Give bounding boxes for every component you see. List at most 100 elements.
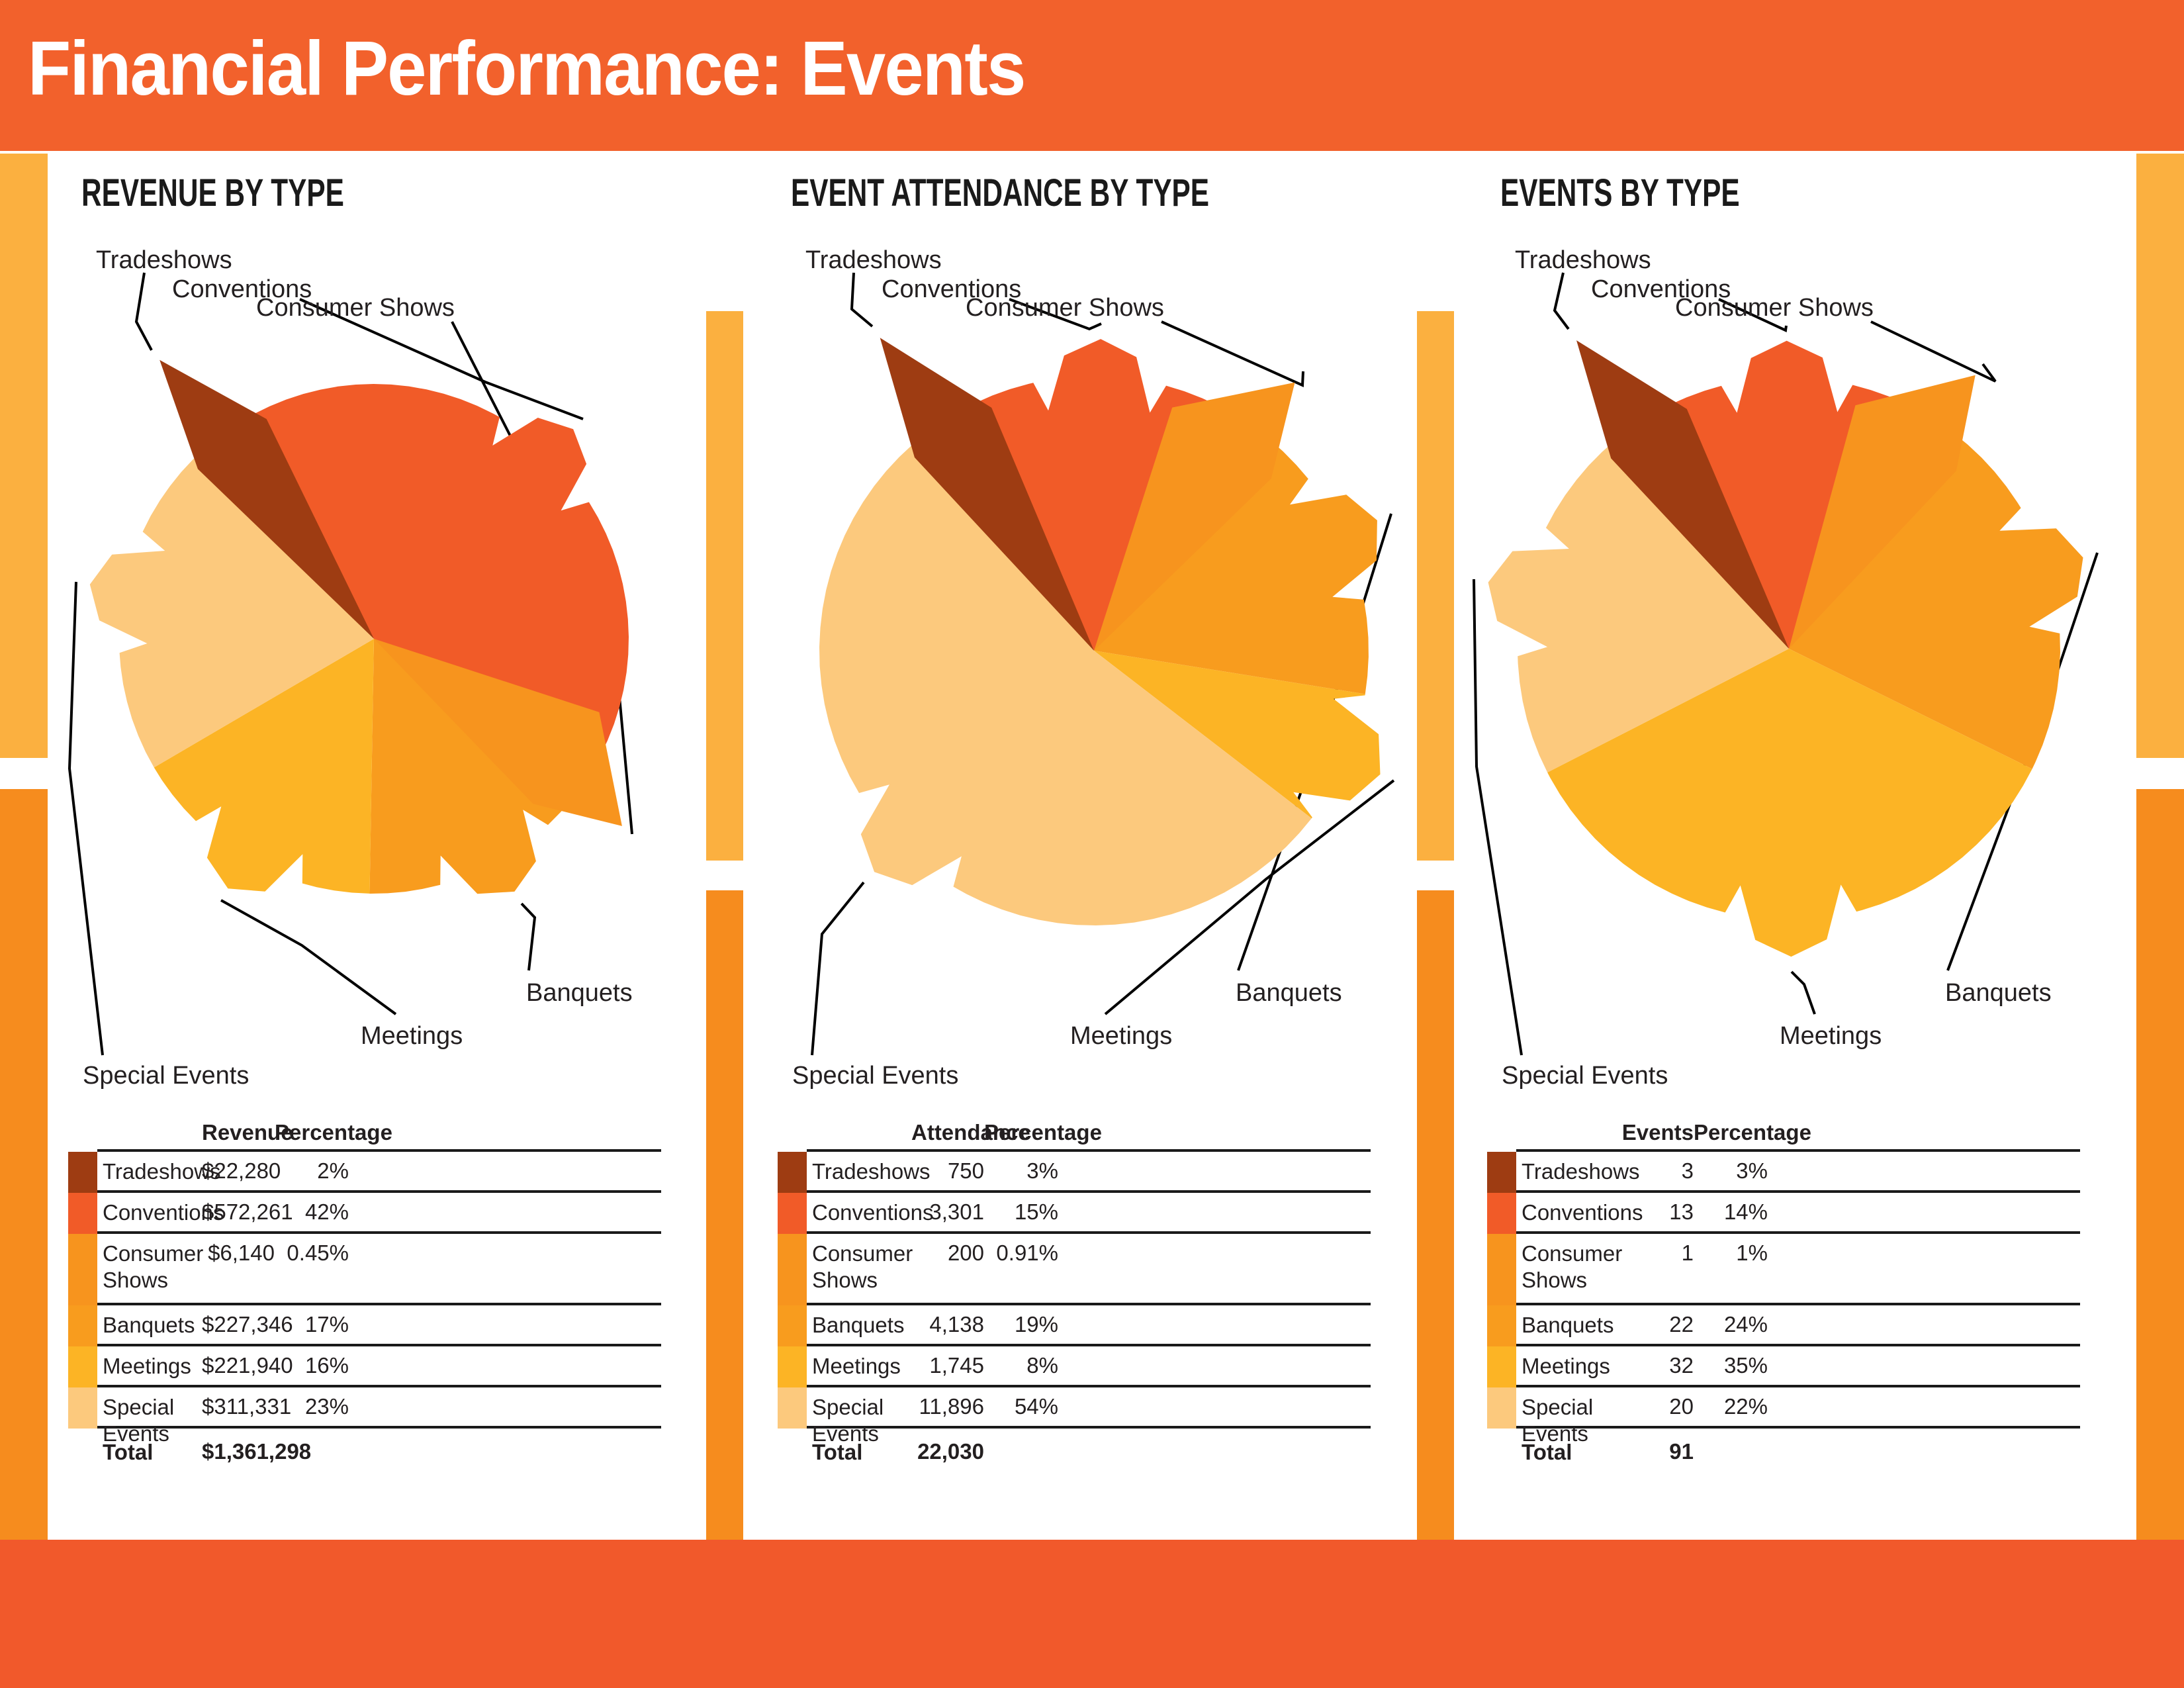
row-label: Tradeshows: [812, 1159, 931, 1184]
pie-label-meetings: Meetings: [1070, 1022, 1172, 1050]
row-percentage: 19%: [1014, 1312, 1058, 1336]
color-swatch-meetings: [778, 1346, 807, 1387]
table-row: Tradeshows 3 3%: [1487, 1152, 2080, 1193]
pie-slice-banquets: [369, 639, 593, 894]
color-swatch-conventions: [778, 1193, 807, 1234]
color-swatch-consumer_shows: [68, 1234, 97, 1305]
accent-strip-g1-yellow: [706, 311, 743, 861]
row-value: 3,301: [929, 1199, 984, 1224]
row-value: 22: [1669, 1312, 1694, 1336]
table-row: Conventions 3,301 15%: [778, 1193, 1371, 1234]
value-header: Revenue: [202, 1120, 293, 1145]
leader-line-conventions: [1718, 298, 1788, 332]
table-header-row: Attendance Percentage: [778, 1119, 1371, 1152]
panel-title: EVENT ATTENDANCE BY TYPE: [791, 171, 1210, 214]
row-label: Meetings: [812, 1354, 901, 1378]
pie-label-conventions: Conventions: [882, 275, 1021, 303]
pie-slice-conventions: [1669, 340, 1905, 649]
row-label: Special Events: [812, 1395, 884, 1446]
row-percentage: 54%: [1014, 1394, 1058, 1419]
row-percentage: 24%: [1723, 1312, 1768, 1336]
row-percentage: 8%: [1026, 1353, 1058, 1378]
row-label: Banquets: [812, 1313, 905, 1337]
pie-slice-special_events: [89, 438, 375, 768]
total-label: Total: [812, 1440, 863, 1464]
table-row: Meetings $221,940 16%: [68, 1346, 661, 1387]
row-value: 4,138: [929, 1312, 984, 1336]
row-value: $6,140: [208, 1241, 275, 1265]
color-swatch-consumer_shows: [778, 1234, 807, 1305]
value-header: Events: [1621, 1120, 1694, 1145]
leader-line-meetings: [1790, 970, 1816, 1015]
accent-strip-right-yellow: [2136, 154, 2184, 758]
pie-label-special_events: Special Events: [1502, 1062, 1668, 1090]
table-row: Tradeshows 750 3%: [778, 1152, 1371, 1193]
accent-strip-g2-yellow: [1417, 311, 1454, 861]
row-percentage: 0.45%: [287, 1241, 349, 1265]
color-swatch-tradeshows: [1487, 1152, 1516, 1193]
pie-label-tradeshows: Tradeshows: [805, 246, 942, 274]
data-table-revenue: Revenue Percentage Tradeshows $22,280 2% Co…: [68, 1119, 661, 1474]
total-pct-spacer: [1694, 1439, 1768, 1474]
table-row: Banquets $227,346 17%: [68, 1305, 661, 1346]
table-row: Consumer Shows $6,140 0.45%: [68, 1234, 661, 1305]
row-label: Conventions: [103, 1200, 224, 1225]
table-row: Special Events 11,896 54%: [778, 1387, 1371, 1446]
pie-label-banquets: Banquets: [1945, 979, 2052, 1007]
leader-line-conventions: [1009, 298, 1102, 331]
header-spacer: [1522, 1120, 1621, 1149]
row-label: Special Events: [103, 1395, 175, 1446]
leader-line-conventions: [299, 298, 584, 420]
row-percentage: 3%: [1026, 1158, 1058, 1183]
pie-label-tradeshows: Tradeshows: [96, 246, 232, 274]
pie-label-consumer_shows: Consumer Shows: [1675, 294, 1874, 322]
row-percentage: 15%: [1014, 1199, 1058, 1224]
leader-line-tradeshows: [850, 272, 874, 328]
row-label: Tradeshows: [1522, 1159, 1640, 1184]
total-value: 22,030: [917, 1439, 984, 1464]
leader-line-tradeshows: [1553, 272, 1570, 330]
table-total-row: Total 22,030: [778, 1429, 1371, 1474]
percentage-header: Percentage: [275, 1120, 392, 1145]
pie-slice-conventions: [974, 339, 1224, 651]
percentage-header: Percentage: [984, 1120, 1102, 1145]
row-value: 32: [1669, 1353, 1694, 1378]
pie-slice-banquets: [1789, 412, 2083, 769]
swatch-spacer: [68, 1119, 97, 1152]
table-header-row: Revenue Percentage: [68, 1119, 661, 1152]
row-percentage: 16%: [304, 1353, 349, 1378]
pie-label-conventions: Conventions: [172, 275, 312, 303]
total-pct-spacer: [275, 1439, 349, 1474]
pie-slice-consumer_shows: [1094, 382, 1295, 651]
row-percentage: 2%: [317, 1158, 349, 1183]
page-title: Financial Performance: Events: [28, 25, 1026, 111]
color-swatch-tradeshows: [68, 1152, 97, 1193]
header-band: Financial Performance: Events: [0, 0, 2184, 151]
data-table-attendance: Attendance Percentage Tradeshows 750 3% Con…: [778, 1119, 1371, 1474]
accent-strip-g1-orange: [706, 890, 743, 1540]
header-spacer: [812, 1120, 911, 1149]
accent-strip-right-orange: [2136, 789, 2184, 1540]
row-value: $572,261: [202, 1199, 293, 1224]
percentage-header: Percentage: [1694, 1120, 1811, 1145]
row-value: $221,940: [202, 1353, 293, 1378]
leader-line-meetings: [1104, 779, 1395, 1015]
row-label: Meetings: [103, 1354, 191, 1378]
panel-title: REVENUE BY TYPE: [81, 171, 344, 214]
swatch-spacer: [1487, 1429, 1516, 1474]
row-label: Meetings: [1522, 1354, 1610, 1378]
row-percentage: 42%: [304, 1199, 349, 1224]
header-spacer: [103, 1120, 202, 1149]
color-swatch-meetings: [68, 1346, 97, 1387]
pie-label-special_events: Special Events: [83, 1062, 249, 1090]
row-label: Conventions: [812, 1200, 934, 1225]
row-label: Conventions: [1522, 1200, 1643, 1225]
color-swatch-tradeshows: [778, 1152, 807, 1193]
row-label: Banquets: [1522, 1313, 1614, 1337]
table-total-row: Total 91: [1487, 1429, 2080, 1474]
pie-label-tradeshows: Tradeshows: [1515, 246, 1651, 274]
pie-slice-consumer_shows: [374, 639, 622, 826]
row-label: Special Events: [1522, 1395, 1594, 1446]
